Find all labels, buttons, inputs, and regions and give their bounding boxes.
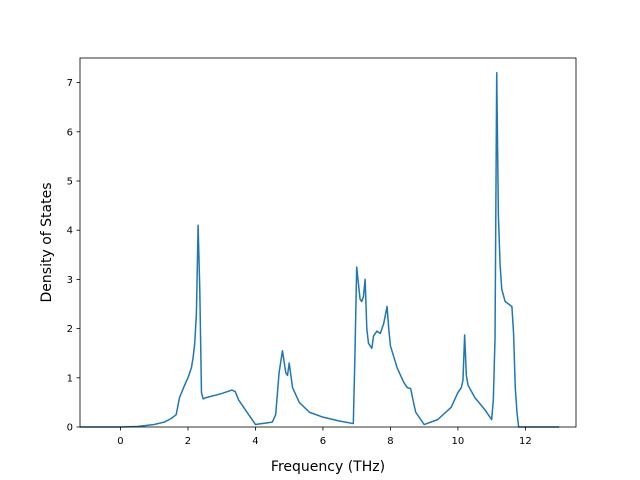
dos-line-series-0 <box>80 72 560 428</box>
y-tick-label: 3 <box>67 275 73 286</box>
x-axis-label: Frequency (THz) <box>271 459 385 475</box>
y-tick-label: 0 <box>67 423 73 434</box>
y-tick-label: 6 <box>67 127 73 138</box>
y-tick-label: 4 <box>67 226 73 237</box>
x-tick-label: 6 <box>320 436 326 447</box>
x-tick-label: 0 <box>117 436 123 447</box>
x-tick-label: 4 <box>252 436 258 447</box>
x-tick-label: 8 <box>387 436 393 447</box>
y-tick-label: 1 <box>67 373 73 384</box>
y-tick-label: 2 <box>67 324 73 335</box>
y-tick-label: 5 <box>67 177 73 188</box>
y-axis-label: Density of States <box>39 183 55 303</box>
y-tick-label: 7 <box>67 78 73 89</box>
axes-frame <box>79 57 577 428</box>
x-tick-label: 2 <box>185 436 191 447</box>
x-tick-label: 10 <box>452 436 465 447</box>
plot-area <box>80 72 560 428</box>
x-tick-label: 12 <box>519 436 532 447</box>
